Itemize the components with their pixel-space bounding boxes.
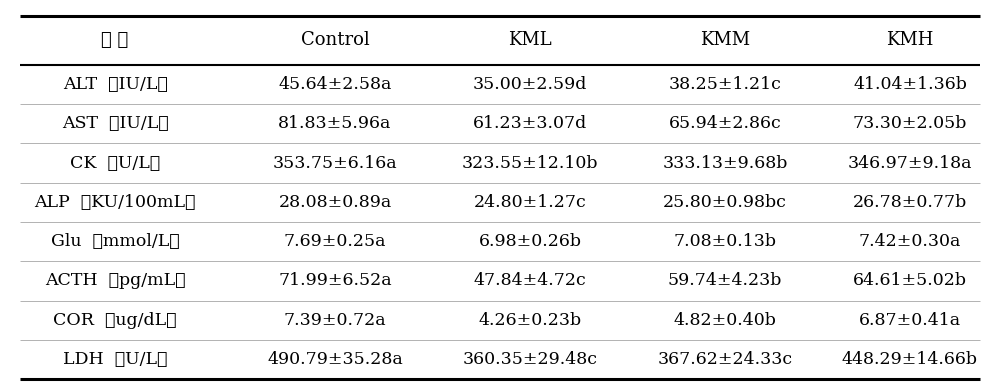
Text: 24.80±1.27c: 24.80±1.27c: [474, 194, 586, 211]
Text: KMH: KMH: [886, 31, 934, 49]
Text: 45.64±2.58a: 45.64±2.58a: [278, 76, 392, 93]
Text: KML: KML: [508, 31, 552, 49]
Text: ACTH  （pg/mL）: ACTH （pg/mL）: [45, 273, 185, 289]
Text: Glu  （mmol/L）: Glu （mmol/L）: [51, 233, 179, 250]
Text: 65.94±2.86c: 65.94±2.86c: [669, 115, 781, 132]
Text: 7.42±0.30a: 7.42±0.30a: [859, 233, 961, 250]
Text: 59.74±4.23b: 59.74±4.23b: [668, 273, 782, 289]
Text: ALP  （KU/100mL）: ALP （KU/100mL）: [34, 194, 196, 211]
Text: 38.25±1.21c: 38.25±1.21c: [669, 76, 781, 93]
Text: 6.87±0.41a: 6.87±0.41a: [859, 312, 961, 329]
Text: 448.29±14.66b: 448.29±14.66b: [842, 351, 978, 368]
Text: LDH  （U/L）: LDH （U/L）: [63, 351, 167, 368]
Text: 64.61±5.02b: 64.61±5.02b: [853, 273, 967, 289]
Text: COR  （ug/dL）: COR （ug/dL）: [53, 312, 177, 329]
Text: 25.80±0.98bc: 25.80±0.98bc: [663, 194, 787, 211]
Text: 6.98±0.26b: 6.98±0.26b: [479, 233, 582, 250]
Text: AST  （IU/L）: AST （IU/L）: [62, 115, 168, 132]
Text: 35.00±2.59d: 35.00±2.59d: [473, 76, 587, 93]
Text: 490.79±35.28a: 490.79±35.28a: [267, 351, 403, 368]
Text: 333.13±9.68b: 333.13±9.68b: [662, 154, 788, 172]
Text: 346.97±9.18a: 346.97±9.18a: [848, 154, 972, 172]
Text: 367.62±24.33c: 367.62±24.33c: [657, 351, 793, 368]
Text: 73.30±2.05b: 73.30±2.05b: [853, 115, 967, 132]
Text: KMM: KMM: [700, 31, 750, 49]
Text: ALT  （IU/L）: ALT （IU/L）: [63, 76, 167, 93]
Text: 323.55±12.10b: 323.55±12.10b: [462, 154, 598, 172]
Text: 4.26±0.23b: 4.26±0.23b: [478, 312, 582, 329]
Text: 47.84±4.72c: 47.84±4.72c: [474, 273, 586, 289]
Text: 28.08±0.89a: 28.08±0.89a: [278, 194, 392, 211]
Text: 81.83±5.96a: 81.83±5.96a: [278, 115, 392, 132]
Text: 26.78±0.77b: 26.78±0.77b: [853, 194, 967, 211]
Text: 4.82±0.40b: 4.82±0.40b: [674, 312, 776, 329]
Text: 项 目: 项 目: [101, 31, 129, 49]
Text: CK  （U/L）: CK （U/L）: [70, 154, 160, 172]
Text: 7.39±0.72a: 7.39±0.72a: [284, 312, 386, 329]
Text: 7.69±0.25a: 7.69±0.25a: [284, 233, 386, 250]
Text: 7.08±0.13b: 7.08±0.13b: [674, 233, 776, 250]
Text: 71.99±6.52a: 71.99±6.52a: [278, 273, 392, 289]
Text: Control: Control: [301, 31, 369, 49]
Text: 61.23±3.07d: 61.23±3.07d: [473, 115, 587, 132]
Text: 353.75±6.16a: 353.75±6.16a: [273, 154, 397, 172]
Text: 41.04±1.36b: 41.04±1.36b: [853, 76, 967, 93]
Text: 360.35±29.48c: 360.35±29.48c: [462, 351, 598, 368]
